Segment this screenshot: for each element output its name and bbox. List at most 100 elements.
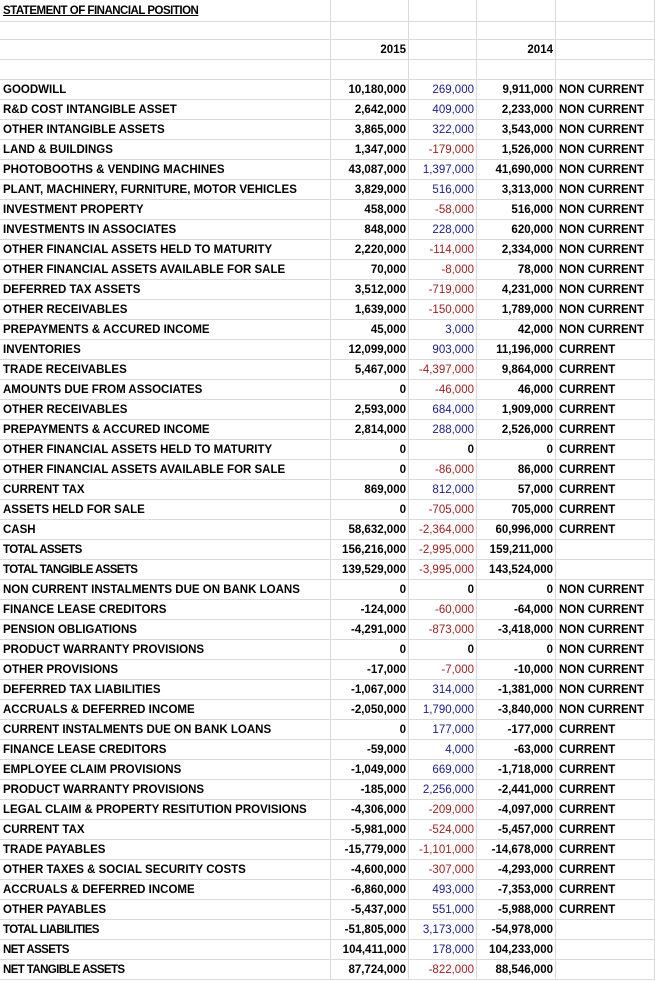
value-2014[interactable]: -1,718,000 [477, 760, 556, 780]
value-2015[interactable]: 458,000 [331, 200, 409, 220]
value-2015[interactable]: 5,467,000 [331, 360, 409, 380]
value-2015[interactable]: 10,180,000 [331, 80, 409, 100]
line-item-label[interactable]: NON CURRENT INSTALMENTS DUE ON BANK LOAN… [0, 580, 331, 600]
empty-cell[interactable] [477, 60, 556, 80]
classification[interactable] [556, 920, 655, 940]
classification[interactable] [556, 560, 655, 580]
value-2014[interactable]: -5,457,000 [477, 820, 556, 840]
classification[interactable]: CURRENT [556, 780, 655, 800]
value-2015[interactable]: -4,306,000 [331, 800, 409, 820]
value-2014[interactable]: 57,000 [477, 480, 556, 500]
classification[interactable] [556, 540, 655, 560]
change-value[interactable]: 288,000 [409, 420, 477, 440]
change-value[interactable]: -86,000 [409, 460, 477, 480]
line-item-label[interactable]: AMOUNTS DUE FROM ASSOCIATES [0, 380, 331, 400]
change-value[interactable]: -58,000 [409, 200, 477, 220]
change-value[interactable]: 228,000 [409, 220, 477, 240]
change-value[interactable]: 0 [409, 580, 477, 600]
statement-title[interactable]: STATEMENT OF FINANCIAL POSITION [0, 0, 331, 22]
line-item-label[interactable]: GOODWILL [0, 80, 331, 100]
empty-cell[interactable] [556, 20, 655, 40]
line-item-label[interactable]: TRADE RECEIVABLES [0, 360, 331, 380]
value-2014[interactable]: 0 [477, 440, 556, 460]
line-item-label[interactable]: FINANCE LEASE CREDITORS [0, 600, 331, 620]
classification[interactable]: CURRENT [556, 800, 655, 820]
line-item-label[interactable]: TOTAL LIABILITIES [0, 920, 331, 940]
value-2014[interactable]: 11,196,000 [477, 340, 556, 360]
value-2015[interactable]: 869,000 [331, 480, 409, 500]
value-2015[interactable]: 104,411,000 [331, 940, 409, 960]
classification[interactable]: CURRENT [556, 500, 655, 520]
change-value[interactable]: 516,000 [409, 180, 477, 200]
change-value[interactable]: 177,000 [409, 720, 477, 740]
change-value[interactable]: 314,000 [409, 680, 477, 700]
classification[interactable]: NON CURRENT [556, 260, 655, 280]
value-2014[interactable]: 4,231,000 [477, 280, 556, 300]
value-2014[interactable]: -3,418,000 [477, 620, 556, 640]
value-2014[interactable]: 3,543,000 [477, 120, 556, 140]
value-2014[interactable]: -4,097,000 [477, 800, 556, 820]
line-item-label[interactable]: ACCRUALS & DEFERRED INCOME [0, 880, 331, 900]
classification[interactable]: CURRENT [556, 380, 655, 400]
classification[interactable]: CURRENT [556, 440, 655, 460]
change-value[interactable]: 903,000 [409, 340, 477, 360]
value-2015[interactable]: -59,000 [331, 740, 409, 760]
change-value[interactable]: -60,000 [409, 600, 477, 620]
value-2015[interactable]: 70,000 [331, 260, 409, 280]
line-item-label[interactable]: NET TANGIBLE ASSETS [0, 960, 331, 980]
line-item-label[interactable]: PRODUCT WARRANTY PROVISIONS [0, 640, 331, 660]
empty-cell[interactable] [477, 0, 556, 22]
change-value[interactable]: -822,000 [409, 960, 477, 980]
value-2014[interactable]: -5,988,000 [477, 900, 556, 920]
classification[interactable]: NON CURRENT [556, 140, 655, 160]
empty-cell[interactable] [556, 40, 655, 60]
line-item-label[interactable]: R&D COST INTANGIBLE ASSET [0, 100, 331, 120]
value-2014[interactable]: 104,233,000 [477, 940, 556, 960]
value-2015[interactable]: 1,639,000 [331, 300, 409, 320]
empty-cell[interactable] [331, 0, 409, 22]
change-value[interactable]: 684,000 [409, 400, 477, 420]
value-2014[interactable]: 3,313,000 [477, 180, 556, 200]
change-value[interactable]: 551,000 [409, 900, 477, 920]
value-2014[interactable]: 1,909,000 [477, 400, 556, 420]
line-item-label[interactable]: INVENTORIES [0, 340, 331, 360]
empty-cell[interactable] [556, 0, 655, 22]
year-2015-header[interactable]: 2015 [331, 40, 409, 60]
classification[interactable]: NON CURRENT [556, 300, 655, 320]
change-value[interactable]: -150,000 [409, 300, 477, 320]
value-2015[interactable]: -5,437,000 [331, 900, 409, 920]
classification[interactable]: CURRENT [556, 340, 655, 360]
change-value[interactable]: 1,790,000 [409, 700, 477, 720]
value-2014[interactable]: -10,000 [477, 660, 556, 680]
value-2014[interactable]: -14,678,000 [477, 840, 556, 860]
line-item-label[interactable]: PHOTOBOOTHS & VENDING MACHINES [0, 160, 331, 180]
change-value[interactable]: 322,000 [409, 120, 477, 140]
value-2015[interactable]: -2,050,000 [331, 700, 409, 720]
line-item-label[interactable]: LEGAL CLAIM & PROPERTY RESITUTION PROVIS… [0, 800, 331, 820]
value-2014[interactable]: 620,000 [477, 220, 556, 240]
change-value[interactable]: -2,364,000 [409, 520, 477, 540]
change-value[interactable]: -719,000 [409, 280, 477, 300]
change-value[interactable]: -1,101,000 [409, 840, 477, 860]
value-2015[interactable]: 0 [331, 580, 409, 600]
empty-cell[interactable] [0, 60, 331, 80]
value-2015[interactable]: 43,087,000 [331, 160, 409, 180]
value-2014[interactable]: -1,381,000 [477, 680, 556, 700]
line-item-label[interactable]: OTHER RECEIVABLES [0, 300, 331, 320]
classification[interactable]: CURRENT [556, 840, 655, 860]
empty-cell[interactable] [556, 60, 655, 80]
classification[interactable]: CURRENT [556, 400, 655, 420]
value-2015[interactable]: -4,291,000 [331, 620, 409, 640]
value-2015[interactable]: 2,593,000 [331, 400, 409, 420]
value-2015[interactable]: -185,000 [331, 780, 409, 800]
classification[interactable]: CURRENT [556, 880, 655, 900]
change-value[interactable]: -8,000 [409, 260, 477, 280]
classification[interactable] [556, 960, 655, 980]
value-2015[interactable]: 0 [331, 380, 409, 400]
change-value[interactable]: -46,000 [409, 380, 477, 400]
value-2014[interactable]: 41,690,000 [477, 160, 556, 180]
classification[interactable]: CURRENT [556, 740, 655, 760]
classification[interactable]: NON CURRENT [556, 700, 655, 720]
value-2014[interactable]: 9,911,000 [477, 80, 556, 100]
empty-cell[interactable] [331, 20, 409, 40]
